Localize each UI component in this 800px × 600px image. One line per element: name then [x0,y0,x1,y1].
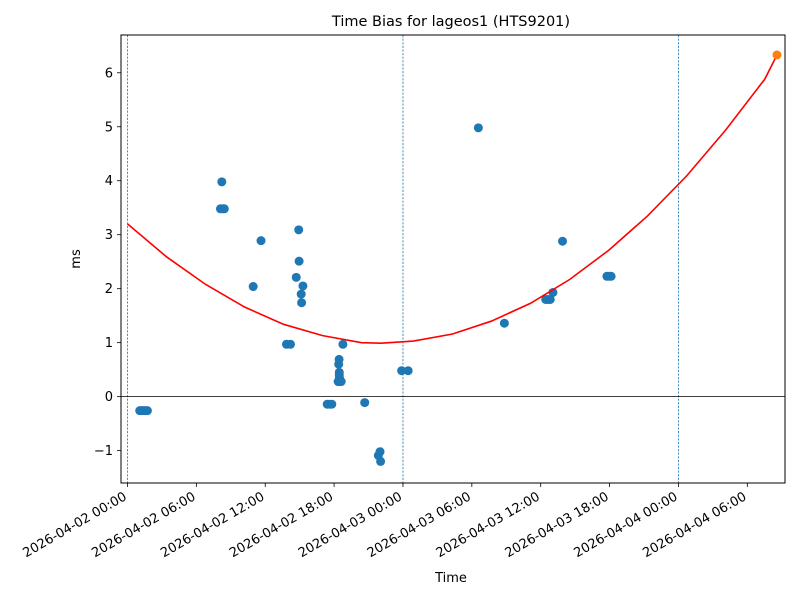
observation-point [219,204,229,214]
y-tick-label: 3 [105,228,113,243]
y-axis-label: ms [69,249,84,269]
observation-point [360,398,370,408]
chart-title: Time Bias for lageos1 (HTS9201) [331,14,570,30]
observation-point [376,456,386,466]
observation-point [142,406,152,416]
observation-point [334,354,344,364]
observation-point [296,289,306,299]
y-tick-label: −1 [94,444,113,459]
observation-point [285,339,295,349]
observation-point [336,377,346,387]
observation-point [558,236,568,246]
observation-point [545,294,555,304]
plot-frame [120,34,786,484]
observation-point [298,281,308,291]
x-axis-label: Time [434,571,467,586]
y-axis: −1 0 1 2 3 4 5 6 [94,66,121,459]
y-tick-label: 5 [105,120,113,135]
observation-point [291,272,301,282]
observation-point [297,298,307,308]
observation-point [499,318,509,328]
observation-point [248,282,258,292]
y-tick-label: 6 [105,66,113,81]
y-tick-label: 2 [105,282,113,297]
y-tick-label: 4 [105,174,113,189]
observation-point [397,366,407,376]
observation-point [473,123,483,133]
observation-point [338,339,348,349]
y-tick-label: 0 [105,390,113,405]
observation-point [294,256,304,266]
fit-curve [126,54,778,345]
y-tick-label: 1 [105,336,113,351]
observation-point [606,271,616,281]
observation-point [256,236,266,246]
observation-point [327,399,337,409]
observation-point [403,366,413,376]
prediction-point [772,50,782,60]
plot-layer [121,35,785,483]
observation-point [375,447,385,457]
observation-point [294,225,304,235]
observation-point [217,177,227,187]
